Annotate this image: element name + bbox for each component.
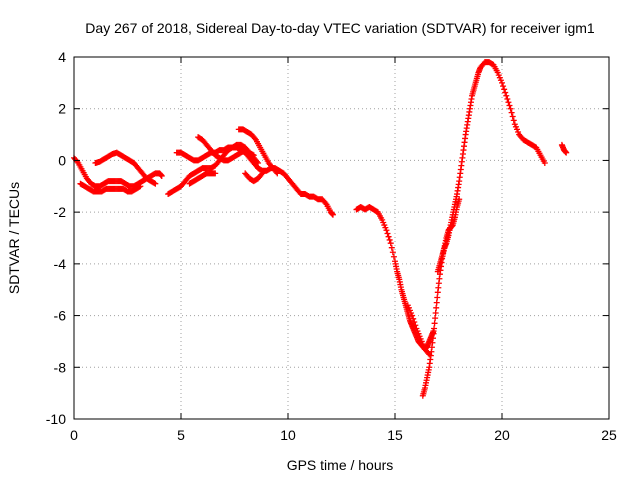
- data-point: [137, 183, 144, 190]
- y-tick-label: 2: [58, 101, 66, 117]
- data-point: [158, 172, 165, 179]
- data-point: [503, 92, 510, 99]
- data-point: [384, 230, 391, 237]
- data-point: [456, 196, 463, 203]
- y-tick-label: -6: [54, 308, 67, 324]
- data-point: [509, 113, 516, 120]
- y-tick-label: -8: [54, 359, 67, 375]
- data-point: [212, 170, 219, 177]
- data-point: [383, 227, 390, 234]
- data-point: [410, 315, 417, 322]
- data-point: [431, 320, 438, 327]
- x-tick-label: 20: [494, 427, 510, 443]
- plot-frame: [73, 56, 610, 420]
- data-point: [433, 299, 440, 306]
- data-point: [507, 105, 514, 112]
- chart-title: Day 267 of 2018, Sidereal Day-to-day VTE…: [85, 20, 595, 36]
- data-point: [273, 169, 280, 176]
- data-point: [250, 152, 257, 159]
- data-point: [389, 249, 396, 256]
- data-point: [385, 233, 392, 240]
- data-point: [432, 315, 439, 322]
- x-tick-label: 15: [387, 427, 403, 443]
- data-point: [74, 158, 81, 165]
- data-point: [431, 325, 438, 332]
- data-point: [386, 236, 393, 243]
- data-point: [541, 160, 548, 167]
- data-point: [432, 309, 439, 316]
- data-point: [411, 319, 418, 326]
- data-point: [412, 322, 419, 329]
- x-tick-label: 25: [601, 427, 617, 443]
- data-point: [259, 170, 266, 177]
- data-points: [71, 59, 570, 399]
- x-tick-label: 5: [177, 427, 185, 443]
- data-point: [258, 171, 265, 178]
- data-point: [499, 79, 505, 86]
- data-point: [510, 117, 517, 124]
- data-point: [504, 96, 511, 103]
- data-point: [322, 200, 329, 207]
- data-point: [502, 89, 509, 96]
- data-point: [387, 240, 394, 247]
- y-axis-title: SDTVAR / TECUs: [6, 182, 22, 294]
- data-point: [409, 312, 416, 319]
- data-point: [430, 330, 437, 337]
- data-point: [506, 102, 513, 109]
- grid: [74, 57, 609, 419]
- data-point: [251, 135, 258, 142]
- data-point: [508, 109, 515, 116]
- data-point: [434, 294, 441, 301]
- data-point: [501, 86, 508, 93]
- data-point: [274, 170, 281, 177]
- data-point: [433, 304, 440, 311]
- y-tick-label: 0: [58, 152, 66, 168]
- data-point: [505, 99, 512, 106]
- axis-ticks: 0 5 10 15 20 25 -10 -8 -6 -4 -2 0 2 4: [46, 49, 617, 443]
- data-point: [563, 149, 570, 156]
- x-axis-title: GPS time / hours: [287, 457, 394, 473]
- data-point: [388, 244, 395, 251]
- y-tick-label: -2: [54, 204, 67, 220]
- y-tick-label: -10: [46, 411, 66, 427]
- data-point: [329, 211, 336, 218]
- x-tick-label: 10: [280, 427, 296, 443]
- data-point: [390, 253, 397, 260]
- data-point: [152, 180, 159, 187]
- y-tick-label: -4: [54, 256, 67, 272]
- x-tick-label: 0: [70, 427, 78, 443]
- data-point: [500, 83, 507, 90]
- y-tick-label: 4: [58, 49, 66, 65]
